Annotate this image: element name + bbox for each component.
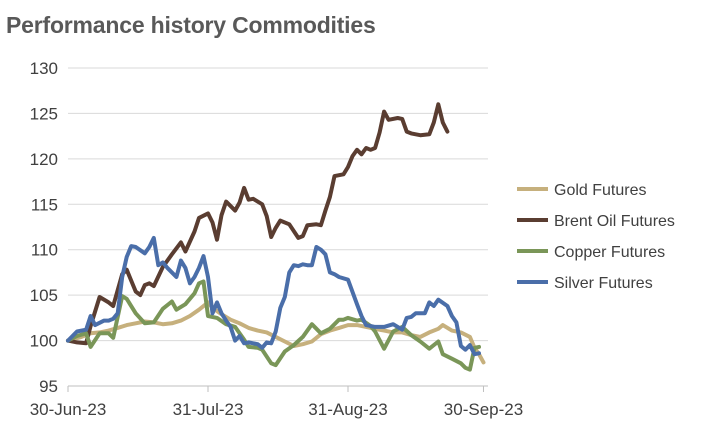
series-lines bbox=[66, 102, 486, 372]
x-tick-label: 30-Sep-23 bbox=[444, 400, 523, 419]
x-tick-label: 31-Jul-23 bbox=[173, 400, 244, 419]
x-tick-label: 31-Aug-23 bbox=[308, 400, 387, 419]
y-tick-label: 110 bbox=[31, 241, 58, 260]
legend-label: Silver Futures bbox=[554, 275, 653, 292]
y-tick-label: 120 bbox=[30, 150, 58, 169]
y-tick-label: 125 bbox=[30, 104, 58, 123]
legend-label: Copper Futures bbox=[554, 244, 665, 261]
legend-label: Gold Futures bbox=[554, 182, 646, 199]
chart-title: Performance history Commodities bbox=[6, 12, 376, 38]
axes: 95 100 105 110 115 120 125 130 30-Jun-23 31-Jul-2… bbox=[30, 59, 524, 419]
gridlines bbox=[68, 67, 488, 342]
series-line-silver-futures bbox=[66, 235, 481, 357]
y-tick-label: 130 bbox=[30, 59, 58, 78]
y-tick-label: 105 bbox=[30, 286, 58, 305]
y-tick-label: 95 bbox=[39, 377, 58, 396]
series-line-copper-futures bbox=[66, 279, 481, 372]
y-tick-label: 115 bbox=[31, 195, 58, 214]
y-tick-label: 100 bbox=[30, 332, 58, 351]
legend: Gold Futures Brent Oil Futures Copper Futu… bbox=[517, 182, 675, 292]
legend-label: Brent Oil Futures bbox=[554, 213, 675, 230]
x-tick-label: 30-Jun-23 bbox=[30, 400, 107, 419]
series-line-brent-oil-futures bbox=[66, 102, 450, 346]
